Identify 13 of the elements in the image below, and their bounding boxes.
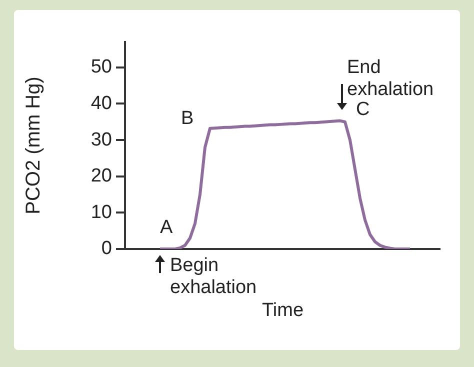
- y-tick-label: 40: [90, 92, 112, 114]
- y-axis-title: PCO2 (mm Hg): [22, 76, 45, 214]
- y-tick-label: 20: [90, 166, 112, 187]
- annotation: End exhalation: [347, 57, 435, 101]
- y-tick-label: 50: [90, 56, 112, 78]
- annotation: A: [160, 217, 173, 239]
- x-axis-title: Time: [262, 300, 304, 322]
- y-tick-label: 10: [90, 202, 112, 223]
- y-tick-label: 0: [101, 238, 112, 260]
- y-tick-label: 30: [90, 129, 112, 150]
- annotation: C: [356, 99, 370, 121]
- annotation: B: [181, 108, 194, 130]
- text: Begin exhalation: [170, 255, 258, 299]
